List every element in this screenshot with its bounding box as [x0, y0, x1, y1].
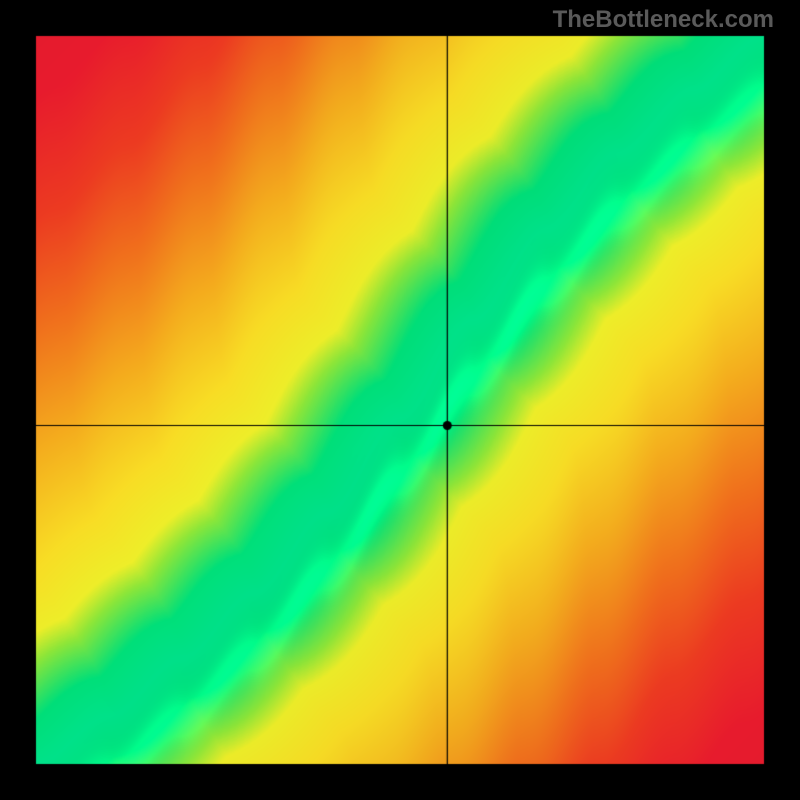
bottleneck-heatmap [0, 0, 800, 800]
chart-container: TheBottleneck.com [0, 0, 800, 800]
watermark-text: TheBottleneck.com [553, 6, 774, 34]
